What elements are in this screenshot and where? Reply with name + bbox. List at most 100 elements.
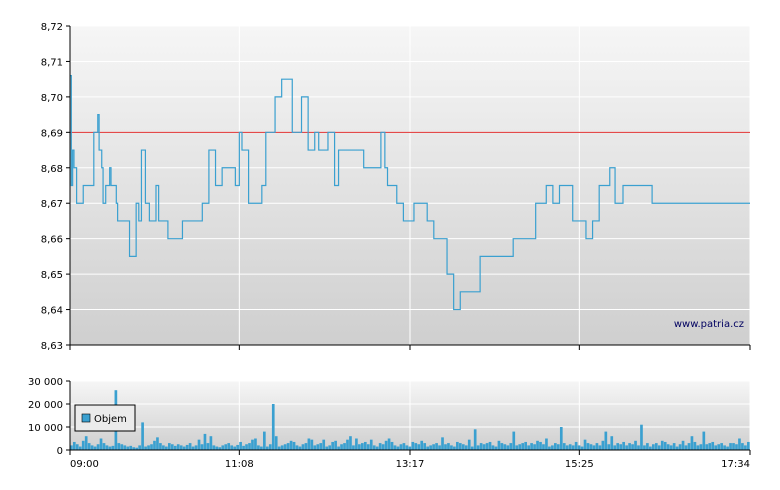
- volume-bar: [616, 443, 620, 450]
- volume-bar: [545, 438, 548, 450]
- volume-bar: [363, 441, 367, 450]
- volume-bar: [539, 441, 542, 450]
- volume-bar: [631, 444, 634, 450]
- volume-bar: [111, 445, 115, 450]
- volume-bar: [711, 441, 715, 450]
- volume-bar: [93, 446, 97, 450]
- volume-bar: [242, 445, 245, 450]
- volume-bar: [182, 446, 186, 450]
- volume-bar: [515, 445, 519, 450]
- x-tick-label: 13:17: [396, 459, 425, 470]
- volume-bar: [105, 445, 109, 450]
- volume-bar: [607, 444, 611, 450]
- volume-bar: [583, 439, 587, 450]
- volume-bar: [604, 431, 608, 450]
- volume-bar: [135, 447, 138, 450]
- volume-bar: [153, 440, 156, 450]
- volume-bar: [533, 444, 536, 450]
- volume-bar: [191, 446, 195, 450]
- volume-bar: [245, 444, 248, 450]
- volume-bar: [393, 445, 397, 450]
- price-y-tick-label: 8,67: [41, 199, 63, 210]
- volume-bar: [551, 445, 554, 450]
- price-y-tick-label: 8,70: [41, 93, 63, 104]
- volume-bar: [678, 444, 682, 450]
- volume-bar: [637, 445, 640, 450]
- volume-bar: [619, 444, 623, 450]
- volume-bar: [577, 445, 581, 450]
- volume-bar: [150, 444, 153, 450]
- volume-bar: [714, 445, 718, 450]
- volume-bar: [640, 424, 643, 450]
- volume-bar: [414, 443, 418, 450]
- volume-bar: [622, 441, 625, 450]
- volume-bar: [681, 440, 685, 450]
- volume-bar: [548, 446, 551, 450]
- volume-bar: [592, 445, 596, 450]
- volume-bar: [322, 439, 326, 450]
- volume-bar: [215, 446, 219, 450]
- volume-bar: [147, 445, 150, 450]
- volume-bar: [643, 445, 646, 450]
- volume-bar: [159, 443, 162, 450]
- volume-bar: [473, 429, 477, 450]
- volume-bar: [384, 440, 388, 450]
- volume-bar: [117, 443, 121, 450]
- volume-bar: [173, 445, 177, 450]
- volume-bar: [497, 440, 501, 450]
- volume-bar: [726, 446, 729, 450]
- volume-bar: [571, 445, 575, 450]
- volume-bar: [488, 441, 492, 450]
- volume-bar: [138, 445, 141, 450]
- volume-bar: [289, 440, 293, 450]
- volume-bar: [120, 444, 124, 450]
- volume-bar: [420, 440, 424, 450]
- volume-bar: [340, 444, 343, 450]
- volume-bar: [453, 446, 456, 450]
- volume-bar: [162, 445, 165, 450]
- volume-bar: [536, 440, 539, 450]
- volume-bar: [81, 440, 85, 450]
- volume-bar: [738, 438, 741, 450]
- volume-y-tick-label: 0: [57, 446, 63, 457]
- volume-bar: [702, 431, 706, 450]
- volume-bar: [361, 443, 364, 450]
- volume-bar: [224, 444, 228, 450]
- watermark: www.patria.cz: [674, 319, 744, 330]
- volume-bar: [295, 445, 299, 450]
- volume-bar: [123, 445, 127, 450]
- volume-bar: [221, 445, 225, 450]
- price-y-tick-label: 8,63: [41, 341, 63, 352]
- volume-bar: [319, 443, 323, 450]
- volume-bar: [654, 443, 658, 450]
- volume-bar: [227, 443, 231, 450]
- volume-bar: [574, 441, 578, 450]
- volume-bar: [402, 443, 406, 450]
- price-y-tick-label: 8,72: [41, 22, 63, 33]
- volume-bar: [441, 437, 444, 450]
- volume-bar: [491, 445, 495, 450]
- volume-bar: [732, 443, 735, 450]
- volume-bar: [717, 444, 721, 450]
- volume-bar: [87, 443, 91, 450]
- volume-bar: [200, 444, 204, 450]
- volume-bar: [723, 445, 726, 450]
- volume-bar: [156, 437, 159, 450]
- price-line: [70, 75, 750, 311]
- volume-bar: [185, 444, 189, 450]
- volume-bar: [325, 446, 329, 450]
- volume-bar: [464, 445, 468, 450]
- volume-bar: [236, 444, 239, 450]
- volume-bar: [390, 441, 394, 450]
- volume-bar: [720, 443, 723, 450]
- price-y-tick-label: 8,65: [41, 270, 63, 281]
- volume-bar: [375, 446, 379, 450]
- volume-bar: [693, 441, 697, 450]
- volume-bar: [649, 446, 652, 450]
- volume-bar: [598, 445, 602, 450]
- legend-swatch: [81, 413, 91, 423]
- volume-bar: [530, 443, 533, 450]
- volume-bar: [518, 444, 522, 450]
- volume-bar: [254, 438, 257, 450]
